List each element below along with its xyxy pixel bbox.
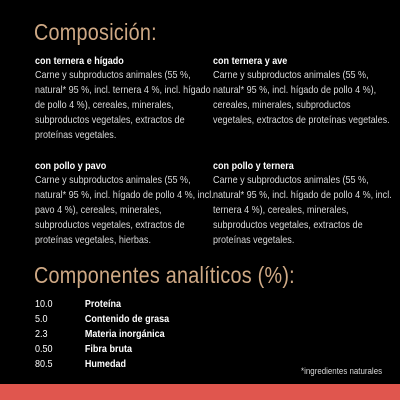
block-title: con ternera e hígado (35, 55, 124, 67)
block-text: Carne y subproductos animales (55 %, nat… (213, 69, 390, 126)
analytics-label: Proteína (84, 298, 122, 310)
footnote: *ingredientes naturales (300, 366, 382, 376)
analytics-row-ash: 2.3 Materia inorgánica (35, 327, 169, 342)
composition-block-ternera-ave: con ternera y ave Carne y subproductos a… (213, 55, 393, 128)
analytics-label: Contenido de grasa (84, 313, 170, 325)
analytics-value: 10.0 (35, 298, 53, 310)
analytics-row-moisture: 80.5 Humedad (35, 357, 169, 372)
analytics-value: 80.5 (35, 358, 53, 370)
analytics-value: 2.3 (35, 328, 48, 340)
composition-block-ternera-higado: con ternera e hígado Carne y subproducto… (35, 55, 215, 143)
block-title: con pollo y ternera (213, 160, 294, 172)
analytics-heading: Componentes analíticos (%): (34, 262, 295, 288)
analytics-value: 5.0 (35, 313, 48, 325)
block-title: con ternera y ave (213, 55, 288, 67)
analytics-value: 0.50 (35, 343, 53, 355)
analytics-label: Materia inorgánica (84, 328, 165, 340)
block-text: Carne y subproductos animales (55 %, nat… (35, 174, 214, 246)
analytics-table: 10.0 Proteína 5.0 Contenido de grasa 2.3… (35, 297, 191, 372)
composition-heading: Composición: (34, 19, 157, 45)
composition-block-pollo-pavo: con pollo y pavo Carne y subproductos an… (35, 160, 215, 248)
analytics-label: Fibra bruta (84, 343, 133, 355)
analytics-row-fibre: 0.50 Fibra bruta (35, 342, 169, 357)
analytics-row-protein: 10.0 Proteína (35, 297, 169, 312)
bottom-accent-bar (0, 384, 400, 400)
block-text: Carne y subproductos animales (55 %, nat… (35, 69, 211, 141)
block-text: Carne y subproductos animales (55 %, nat… (213, 174, 392, 246)
block-title: con pollo y pavo (35, 160, 107, 172)
analytics-label: Humedad (84, 358, 127, 370)
analytics-row-fat: 5.0 Contenido de grasa (35, 312, 169, 327)
composition-block-pollo-ternera: con pollo y ternera Carne y subproductos… (213, 160, 393, 248)
